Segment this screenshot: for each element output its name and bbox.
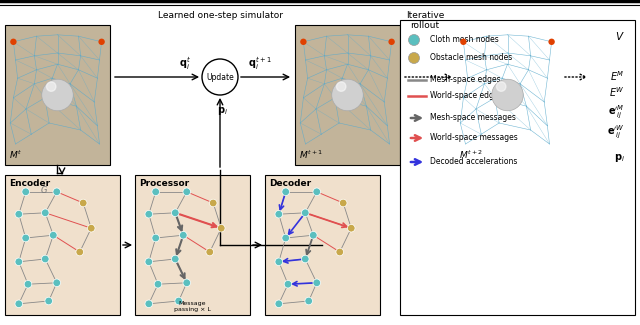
Circle shape [11,39,16,44]
Text: Encoder: Encoder [9,179,50,188]
Text: World-space messages: World-space messages [430,134,518,142]
Circle shape [337,82,346,91]
Circle shape [497,82,506,91]
Circle shape [175,297,182,305]
Text: Mesh-space edges: Mesh-space edges [430,75,500,84]
Circle shape [53,279,61,287]
Text: Cloth mesh nodes: Cloth mesh nodes [430,35,499,45]
Text: Decoder: Decoder [269,179,311,188]
Circle shape [301,39,306,44]
Circle shape [310,231,317,239]
Circle shape [42,79,73,111]
Circle shape [88,224,95,232]
Text: Iterative
rollout: Iterative rollout [406,11,444,31]
Circle shape [339,199,347,207]
Circle shape [172,255,179,263]
Circle shape [275,258,283,266]
Circle shape [206,248,214,256]
Circle shape [22,234,29,242]
Circle shape [47,82,56,91]
Circle shape [313,188,321,196]
Circle shape [15,210,22,218]
Circle shape [275,210,283,218]
Circle shape [202,59,238,95]
Text: $\mathbf{e}'^{M}_{ij}$: $\mathbf{e}'^{M}_{ij}$ [609,103,625,121]
Text: $\mathbf{q}_i^t$: $\mathbf{q}_i^t$ [179,55,191,72]
Circle shape [145,258,152,266]
Text: Processor: Processor [139,179,189,188]
Text: $M^{t+1}$: $M^{t+1}$ [299,149,323,161]
Circle shape [154,280,162,288]
Text: Obstacle mesh nodes: Obstacle mesh nodes [430,54,512,62]
Text: Message
passing × L: Message passing × L [174,301,211,312]
Circle shape [389,39,394,44]
Circle shape [24,280,32,288]
Circle shape [332,79,364,111]
Circle shape [305,297,312,305]
Circle shape [152,234,159,242]
Circle shape [152,188,159,196]
Circle shape [76,248,84,256]
Circle shape [42,209,49,216]
Circle shape [348,224,355,232]
Circle shape [301,209,309,216]
Text: $G$: $G$ [40,184,47,195]
Text: $\mathbf{e}'^{W}_{ij}$: $\mathbf{e}'^{W}_{ij}$ [607,123,625,141]
Circle shape [145,300,152,307]
Circle shape [282,188,289,196]
FancyBboxPatch shape [135,175,250,315]
Text: Mesh-space messages: Mesh-space messages [430,113,516,123]
FancyBboxPatch shape [455,25,560,165]
Circle shape [49,231,57,239]
Circle shape [15,258,22,266]
Circle shape [183,188,191,196]
Circle shape [172,209,179,216]
Circle shape [79,199,87,207]
Circle shape [275,300,283,307]
FancyBboxPatch shape [5,25,110,165]
Circle shape [492,79,524,111]
Text: $E^M$: $E^M$ [611,69,625,83]
Circle shape [22,188,29,196]
Text: $M^{t+2}$: $M^{t+2}$ [459,149,483,161]
Text: World-space edges: World-space edges [430,92,502,100]
Circle shape [145,210,152,218]
Text: $\mathbf{q}_i^{t+1}$: $\mathbf{q}_i^{t+1}$ [248,55,272,72]
FancyBboxPatch shape [295,25,400,165]
FancyBboxPatch shape [400,20,635,315]
Circle shape [42,255,49,263]
Text: Learned one-step simulator: Learned one-step simulator [157,11,282,20]
Circle shape [209,199,217,207]
Circle shape [284,280,292,288]
Circle shape [179,231,187,239]
FancyBboxPatch shape [5,175,120,315]
Text: Decoded accelerations: Decoded accelerations [430,158,517,166]
Text: $\mathbf{p}_i$: $\mathbf{p}_i$ [216,105,227,117]
Circle shape [301,255,309,263]
Circle shape [183,279,191,287]
Circle shape [282,234,289,242]
Circle shape [336,248,344,256]
Text: $\mathbf{p}_i$: $\mathbf{p}_i$ [614,152,625,164]
Circle shape [99,39,104,44]
FancyBboxPatch shape [265,175,380,315]
Circle shape [461,39,466,44]
Circle shape [45,297,52,305]
Circle shape [15,300,22,307]
Text: Update: Update [206,72,234,82]
Circle shape [549,39,554,44]
Circle shape [313,279,321,287]
Circle shape [408,53,419,63]
Circle shape [218,224,225,232]
Text: $M^t$: $M^t$ [9,149,22,161]
Circle shape [408,34,419,46]
Text: $E^W$: $E^W$ [609,85,625,99]
Circle shape [53,188,61,196]
Text: $V$: $V$ [615,30,625,42]
